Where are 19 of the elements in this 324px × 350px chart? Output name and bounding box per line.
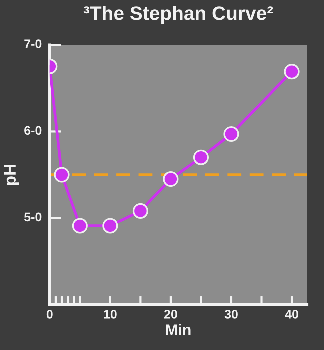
- x-tick-label: 40: [285, 310, 298, 319]
- x-tick-label: 30: [224, 310, 238, 319]
- point: [193, 150, 210, 166]
- y-axis-title: pH: [4, 165, 20, 186]
- point: [72, 218, 88, 234]
- text: 5-0: [24, 212, 42, 222]
- point: [54, 167, 70, 183]
- x-tick-label: 20: [164, 310, 178, 319]
- x-axis-title: Min: [166, 324, 191, 336]
- point: [102, 218, 118, 234]
- x-tick-label: 0: [46, 310, 53, 319]
- point: [163, 172, 179, 188]
- point: [284, 64, 300, 80]
- point: [224, 126, 240, 142]
- x-tick-label: 10: [104, 310, 117, 319]
- text: 6-0: [24, 126, 42, 136]
- chart-title: ³The Stephan Curve²: [84, 6, 274, 24]
- point: [132, 203, 148, 219]
- text: 7-0: [24, 40, 42, 49]
